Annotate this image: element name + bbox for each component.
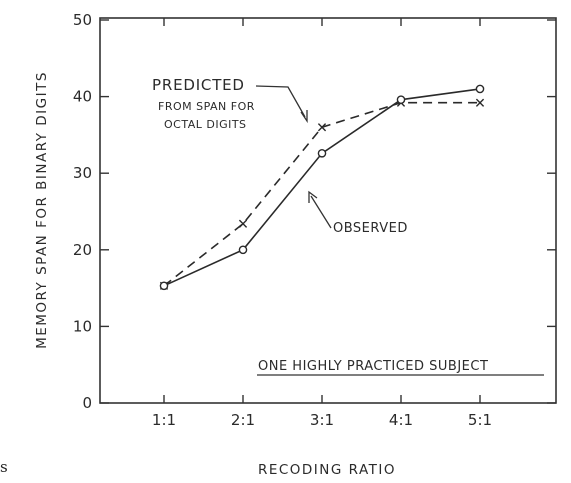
data-point-observed (159, 281, 169, 291)
series-observed (159, 84, 485, 291)
data-point-observed (396, 95, 406, 104)
annotation-observed-arrowhead (308, 190, 318, 203)
annotation-predicted: PREDICTED (152, 76, 245, 94)
y-tick-label: 0 (82, 394, 92, 412)
x-tick-label: 3:1 (310, 411, 334, 429)
plot-frame (99, 17, 557, 404)
y-tick-label: 30 (73, 164, 92, 182)
annotation-octal-digits: OCTAL DIGITS (164, 118, 247, 131)
annotation-subject: ONE HIGHLY PRACTICED SUBJECT (258, 359, 488, 374)
y-tick-label: 50 (73, 11, 92, 29)
annotation-predicted-leader (255, 85, 306, 118)
x-tick-label: 1:1 (152, 411, 176, 429)
y-tick-label: 20 (73, 241, 92, 259)
data-point-predicted (475, 98, 485, 107)
annotation-predicted-arrowhead (300, 110, 308, 124)
y-axis: 0 10 20 30 40 50 (73, 11, 556, 412)
y-axis-title: MEMORY SPAN FOR BINARY DIGITS (34, 71, 50, 349)
x-axis: 1:1 2:1 3:1 4:1 5:1 (152, 18, 492, 429)
x-tick-label: 5:1 (468, 411, 492, 429)
stray-character: s (0, 458, 8, 476)
data-point-observed (475, 84, 485, 94)
data-point-predicted (317, 123, 327, 132)
x-axis-title: RECODING RATIO (258, 462, 396, 478)
data-point-observed (238, 245, 248, 255)
x-tick-label: 4:1 (389, 411, 413, 429)
annotation-from-span: FROM SPAN FOR (158, 100, 255, 113)
y-tick-label: 10 (73, 317, 92, 335)
y-tick-label: 40 (73, 88, 92, 106)
data-point-predicted (238, 219, 248, 228)
annotation-observed-leader (310, 195, 332, 229)
x-tick-label: 2:1 (231, 411, 255, 429)
data-point-observed (317, 148, 327, 158)
annotation-observed: OBSERVED (333, 221, 408, 236)
